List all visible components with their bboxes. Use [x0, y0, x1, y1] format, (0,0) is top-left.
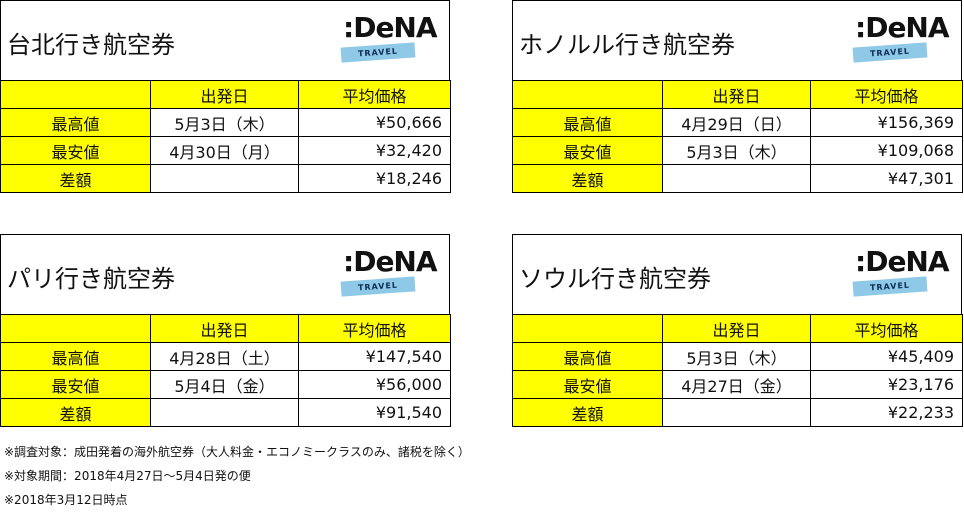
header-cell-blank — [512, 80, 663, 109]
row-date: 5月4日（金） — [150, 370, 299, 399]
row-label: 最高値 — [0, 342, 151, 371]
header-cell-price: 平均価格 — [810, 80, 963, 109]
row-label: 最高値 — [512, 108, 663, 137]
table-header-row: 出発日 平均価格 — [512, 80, 963, 109]
dena-travel-logo: :DeNA TRAVEL — [340, 245, 438, 301]
dena-travel-logo: :DeNA TRAVEL — [852, 11, 950, 67]
footnotes: ※調査対象：成田発着の海外航空券（大人料金・エコノミークラスのみ、諸税を除く） … — [4, 440, 470, 512]
row-date: 5月3日（木） — [662, 136, 811, 165]
table-row-lowest: 最安値 4月27日（金） ¥23,176 — [512, 370, 963, 399]
panel-taipei: 台北行き航空券 :DeNA TRAVEL 出発日 平均価格 最高値 5月3日（木… — [0, 0, 451, 193]
row-price: ¥109,068 — [810, 136, 963, 165]
row-date: 5月3日（木） — [662, 342, 811, 371]
row-date: 4月30日（月） — [150, 136, 299, 165]
table-header-row: 出発日 平均価格 — [0, 314, 451, 343]
header-cell-price: 平均価格 — [298, 314, 451, 343]
header-cell-date: 出発日 — [662, 314, 811, 343]
row-price: ¥91,540 — [298, 398, 451, 427]
footnote: ※調査対象：成田発着の海外航空券（大人料金・エコノミークラスのみ、諸税を除く） — [4, 445, 470, 459]
row-label: 差額 — [512, 398, 663, 427]
row-price: ¥47,301 — [810, 164, 963, 193]
row-label: 最安値 — [512, 136, 663, 165]
panel-title: パリ行き航空券 — [7, 265, 175, 293]
row-price: ¥50,666 — [298, 108, 451, 137]
row-date — [662, 398, 811, 427]
row-label: 最安値 — [0, 370, 151, 399]
table-header-row: 出発日 平均価格 — [0, 80, 451, 109]
table-row-highest: 最高値 4月28日（土） ¥147,540 — [0, 342, 451, 371]
row-label: 最高値 — [0, 108, 151, 137]
row-date: 4月27日（金） — [662, 370, 811, 399]
panel-title-row: ホノルル行き航空券 :DeNA TRAVEL — [512, 0, 962, 80]
row-label: 最安値 — [0, 136, 151, 165]
panel-seoul: ソウル行き航空券 :DeNA TRAVEL 出発日 平均価格 最高値 5月3日（… — [512, 234, 963, 427]
row-label: 最安値 — [512, 370, 663, 399]
panel-title-row: ソウル行き航空券 :DeNA TRAVEL — [512, 234, 962, 314]
table-row-difference: 差額 ¥47,301 — [512, 164, 963, 193]
panel-title-row: パリ行き航空券 :DeNA TRAVEL — [0, 234, 450, 314]
table-row-highest: 最高値 4月29日（日） ¥156,369 — [512, 108, 963, 137]
row-price: ¥147,540 — [298, 342, 451, 371]
header-cell-price: 平均価格 — [298, 80, 451, 109]
row-price: ¥32,420 — [298, 136, 451, 165]
panel-title: 台北行き航空券 — [7, 31, 175, 59]
row-price: ¥23,176 — [810, 370, 963, 399]
row-price: ¥22,233 — [810, 398, 963, 427]
price-table: 出発日 平均価格 最高値 4月28日（土） ¥147,540 最安値 5月4日（… — [0, 314, 451, 427]
row-label: 最高値 — [512, 342, 663, 371]
header-cell-price: 平均価格 — [810, 314, 963, 343]
header-cell-blank — [0, 314, 151, 343]
price-table: 出発日 平均価格 最高値 4月29日（日） ¥156,369 最安値 5月3日（… — [512, 80, 963, 193]
panel-title: ホノルル行き航空券 — [519, 31, 735, 59]
dena-travel-logo: :DeNA TRAVEL — [340, 11, 438, 67]
footnote: ※2018年3月12日時点 — [4, 493, 128, 507]
row-date: 5月3日（木） — [150, 108, 299, 137]
table-row-difference: 差額 ¥22,233 — [512, 398, 963, 427]
table-row-difference: 差額 ¥18,246 — [0, 164, 451, 193]
row-label: 差額 — [0, 398, 151, 427]
row-price: ¥56,000 — [298, 370, 451, 399]
row-price: ¥156,369 — [810, 108, 963, 137]
header-cell-blank — [0, 80, 151, 109]
row-label: 差額 — [512, 164, 663, 193]
dena-travel-logo: :DeNA TRAVEL — [852, 245, 950, 301]
row-price: ¥18,246 — [298, 164, 451, 193]
table-row-lowest: 最安値 5月3日（木） ¥109,068 — [512, 136, 963, 165]
price-table: 出発日 平均価格 最高値 5月3日（木） ¥50,666 最安値 4月30日（月… — [0, 80, 451, 193]
header-cell-date: 出発日 — [662, 80, 811, 109]
table-row-highest: 最高値 5月3日（木） ¥45,409 — [512, 342, 963, 371]
header-cell-date: 出発日 — [150, 80, 299, 109]
price-table: 出発日 平均価格 最高値 5月3日（木） ¥45,409 最安値 4月27日（金… — [512, 314, 963, 427]
panel-title-row: 台北行き航空券 :DeNA TRAVEL — [0, 0, 450, 80]
row-date — [150, 398, 299, 427]
table-header-row: 出発日 平均価格 — [512, 314, 963, 343]
panel-paris: パリ行き航空券 :DeNA TRAVEL 出発日 平均価格 最高値 4月28日（… — [0, 234, 451, 427]
panel-honolulu: ホノルル行き航空券 :DeNA TRAVEL 出発日 平均価格 最高値 4月29… — [512, 0, 963, 193]
header-cell-blank — [512, 314, 663, 343]
row-date — [150, 164, 299, 193]
row-date — [662, 164, 811, 193]
row-price: ¥45,409 — [810, 342, 963, 371]
table-row-lowest: 最安値 5月4日（金） ¥56,000 — [0, 370, 451, 399]
table-row-difference: 差額 ¥91,540 — [0, 398, 451, 427]
footnote: ※対象期間：2018年4月27日～5月4日発の便 — [4, 469, 251, 483]
panel-title: ソウル行き航空券 — [519, 265, 711, 293]
row-date: 4月28日（土） — [150, 342, 299, 371]
row-date: 4月29日（日） — [662, 108, 811, 137]
table-row-highest: 最高値 5月3日（木） ¥50,666 — [0, 108, 451, 137]
table-row-lowest: 最安値 4月30日（月） ¥32,420 — [0, 136, 451, 165]
row-label: 差額 — [0, 164, 151, 193]
header-cell-date: 出発日 — [150, 314, 299, 343]
